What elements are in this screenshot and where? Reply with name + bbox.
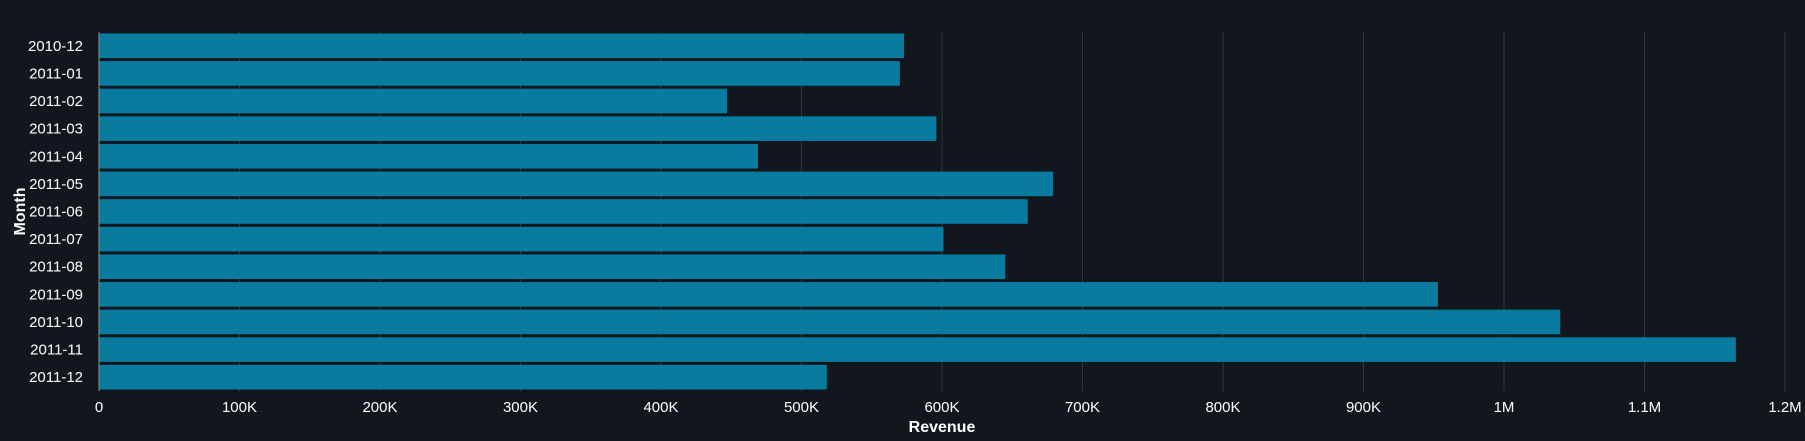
x-tick-label: 400K [643, 399, 678, 416]
x-tick-label: 1M [1494, 399, 1515, 416]
y-tick-label: 2011-08 [29, 259, 83, 276]
y-tick-label: 2011-03 [29, 121, 83, 138]
x-tick-label: 600K [924, 399, 959, 416]
y-tick-label: 2011-10 [29, 314, 83, 331]
x-tick-label: 500K [784, 399, 819, 416]
bar-2011-08[interactable] [99, 254, 1006, 280]
x-tick-label: 700K [1065, 399, 1100, 416]
bar-2011-04[interactable] [99, 143, 758, 169]
y-tick-label: 2010-12 [28, 38, 83, 55]
y-tick-label: 2011-01 [29, 65, 83, 82]
bar-2011-09[interactable] [99, 282, 1438, 307]
x-tick-label: 100K [222, 399, 257, 416]
bar-2011-11[interactable] [99, 337, 1736, 362]
bar-2011-01[interactable] [99, 61, 900, 86]
bar-2010-12[interactable] [99, 33, 905, 59]
y-tick-label: 2011-09 [29, 286, 83, 303]
x-tick-label: 200K [362, 399, 397, 416]
y-tick-label: 2011-06 [29, 204, 83, 221]
bar-2011-02[interactable] [99, 88, 728, 114]
x-tick-label: 0 [95, 399, 103, 416]
x-tick-label: 300K [503, 399, 538, 416]
x-tick-label: 1.2M [1768, 399, 1801, 416]
bar-2011-05[interactable] [99, 171, 1053, 197]
x-tick-label: 1.1M [1628, 399, 1661, 416]
y-tick-label: 2011-05 [29, 176, 83, 193]
y-axis-title: Month [12, 188, 29, 236]
bar-2011-06[interactable] [99, 199, 1028, 224]
x-axis-title: Revenue [909, 419, 976, 436]
x-tick-label: 800K [1205, 399, 1240, 416]
bar-2011-03[interactable] [99, 116, 937, 141]
bar-2011-10[interactable] [99, 309, 1561, 335]
y-tick-label: 2011-07 [29, 231, 83, 248]
y-tick-label: 2011-02 [29, 93, 83, 110]
x-tick-label: 900K [1346, 399, 1381, 416]
bars [99, 33, 1736, 390]
y-tick-label: 2011-04 [29, 148, 83, 165]
y-tick-label: 2011-11 [30, 342, 83, 359]
bar-2011-07[interactable] [99, 226, 944, 252]
y-tick-label: 2011-12 [29, 369, 83, 386]
tick-labels: 0 100K 200K 300K 400K 500K 600K 700K 800K 900K 1M 1… [28, 38, 1802, 416]
bar-2011-12[interactable] [99, 364, 827, 390]
